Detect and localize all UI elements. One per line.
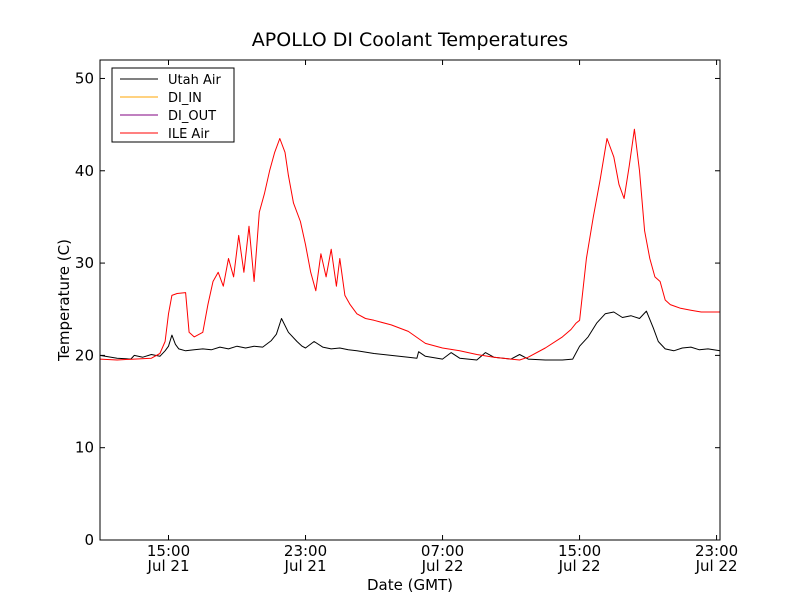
y-tick-label: 0 xyxy=(84,531,94,549)
y-tick-label: 50 xyxy=(75,69,94,87)
x-tick-label-time: 15:00 xyxy=(558,542,601,560)
x-tick-label-time: 15:00 xyxy=(147,542,190,560)
legend-label-di-in: DI_IN xyxy=(168,91,202,106)
chart-title: APOLLO DI Coolant Temperatures xyxy=(252,29,568,51)
legend: Utah Air DI_IN DI_OUT ILE Air xyxy=(111,67,235,143)
x-tick-label-date: Jul 22 xyxy=(558,557,601,575)
y-tick-label: 30 xyxy=(75,254,94,272)
y-axis-label: Temperature (C) xyxy=(55,239,73,362)
legend-label-utah-air: Utah Air xyxy=(168,73,221,88)
x-tick-label-time: 23:00 xyxy=(695,542,738,560)
x-tick-label-time: 07:00 xyxy=(421,542,464,560)
x-tick-label-date: Jul 21 xyxy=(284,557,327,575)
legend-label-di-out: DI_OUT xyxy=(168,109,216,124)
x-tick-label-time: 23:00 xyxy=(284,542,327,560)
x-tick-label-date: Jul 22 xyxy=(421,557,464,575)
y-tick-label: 20 xyxy=(75,346,94,364)
series-line-utah-air xyxy=(99,310,721,361)
legend-label-ile-air: ILE Air xyxy=(168,127,210,142)
series-line-ile-air xyxy=(99,128,720,361)
x-tick-label-date: Jul 22 xyxy=(695,557,738,575)
legend-box xyxy=(111,67,235,143)
y-tick-label: 10 xyxy=(75,439,94,457)
y-tick-label: 40 xyxy=(75,162,94,180)
plot-frame xyxy=(99,59,721,541)
x-axis-label: Date (GMT) xyxy=(367,576,453,594)
series-layer xyxy=(99,128,721,361)
x-tick-label-date: Jul 21 xyxy=(147,557,190,575)
